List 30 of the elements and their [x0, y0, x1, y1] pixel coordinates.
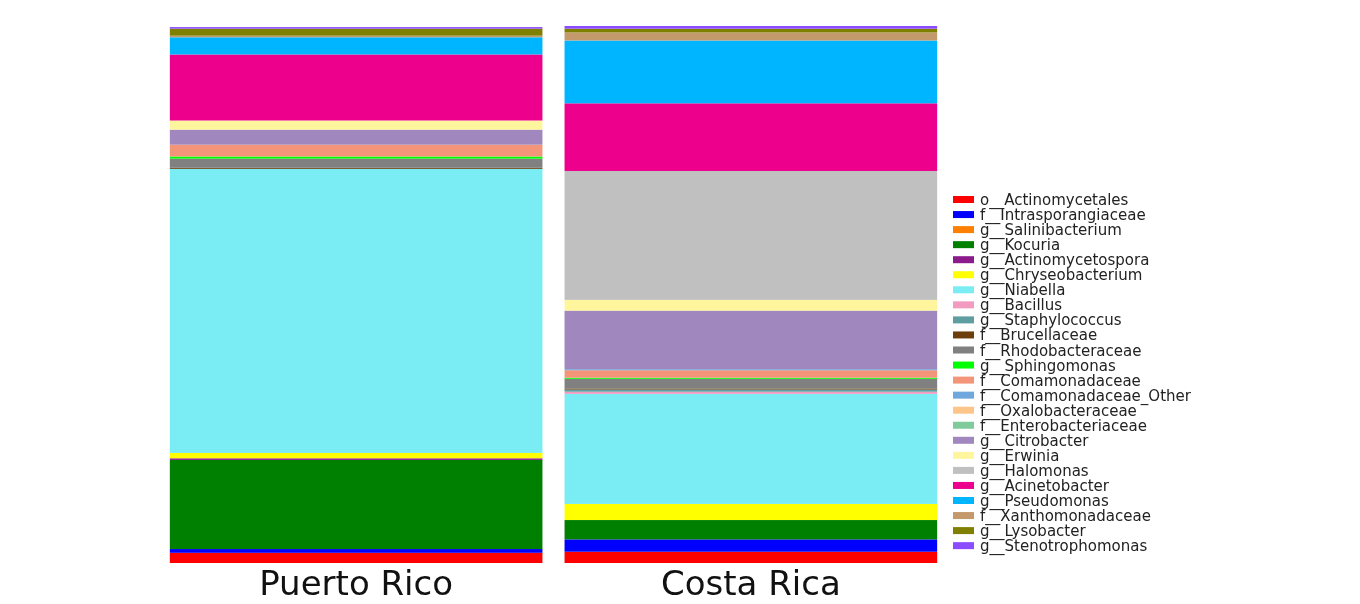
x-tick-label: Costa Rica	[660, 563, 841, 603]
bar	[564, 370, 938, 378]
bar	[169, 120, 543, 130]
bar	[564, 310, 938, 370]
bar	[169, 144, 543, 157]
bar	[564, 299, 938, 311]
bar	[564, 26, 938, 29]
x-tick-label: Puerto Rico	[259, 563, 454, 603]
bar	[169, 549, 543, 553]
bar	[564, 520, 938, 540]
bar	[564, 551, 938, 563]
legend-label: o__Actinomycetales	[980, 191, 1129, 210]
bar	[169, 129, 543, 145]
bar	[564, 393, 938, 504]
bar	[564, 503, 938, 521]
bar	[169, 552, 543, 563]
bar	[564, 378, 938, 389]
bar	[169, 452, 543, 459]
bar	[564, 32, 938, 41]
bar	[169, 37, 543, 55]
bar	[564, 40, 938, 104]
bar	[169, 54, 543, 121]
bar	[169, 28, 543, 36]
bar	[564, 539, 938, 552]
bar	[564, 170, 938, 300]
bar	[169, 168, 543, 453]
bar	[169, 158, 543, 168]
bar	[564, 103, 938, 171]
bar	[169, 459, 543, 550]
bar	[169, 156, 543, 159]
